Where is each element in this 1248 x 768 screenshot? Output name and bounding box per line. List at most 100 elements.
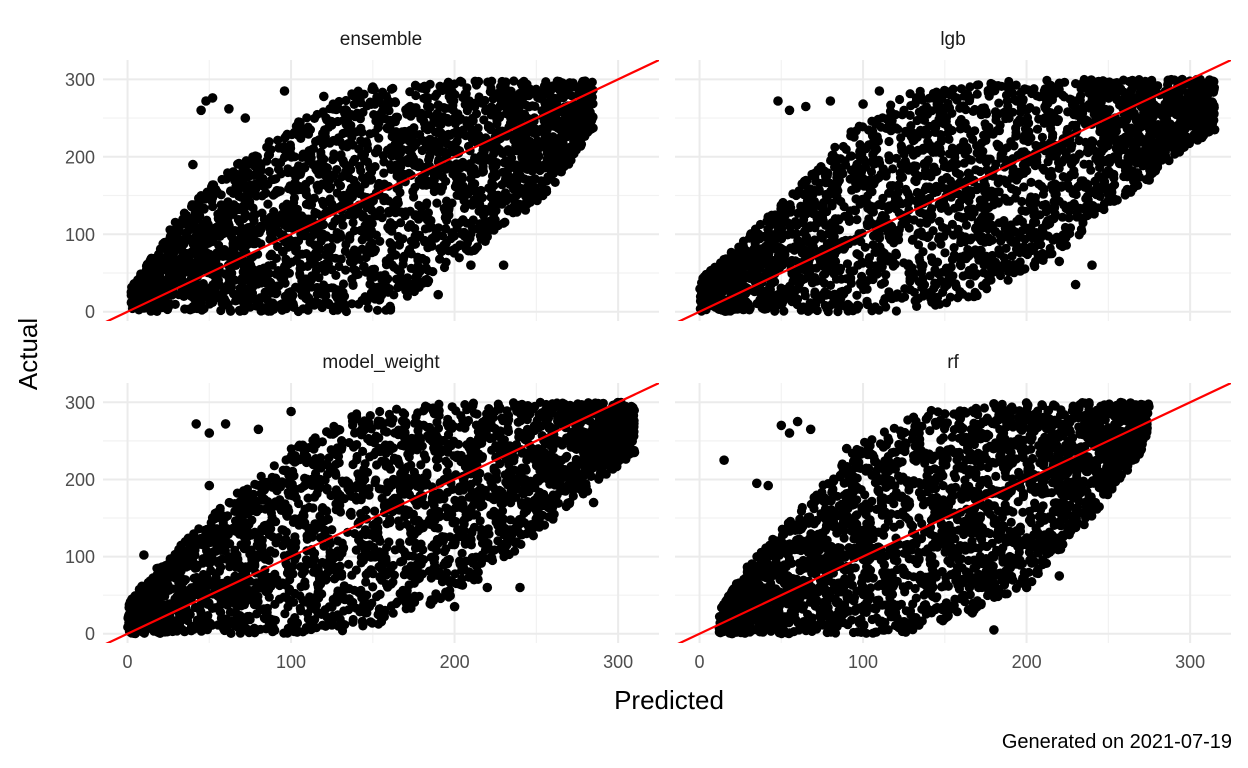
data-point <box>832 169 842 179</box>
data-point <box>1123 166 1133 176</box>
data-point <box>1105 105 1115 115</box>
data-point <box>233 159 243 169</box>
data-point <box>149 272 159 283</box>
data-point <box>403 222 413 232</box>
data-point <box>305 254 316 264</box>
data-point <box>469 245 479 255</box>
data-point <box>392 265 403 275</box>
data-point <box>418 180 428 190</box>
data-point <box>1032 124 1043 134</box>
data-point <box>391 165 401 175</box>
data-point <box>927 241 937 251</box>
data-point <box>399 169 409 179</box>
data-point <box>467 134 477 144</box>
data-point <box>556 167 566 177</box>
data-point <box>940 201 950 211</box>
data-point <box>852 215 862 225</box>
data-point <box>568 132 578 142</box>
data-point <box>859 181 869 191</box>
data-point <box>326 244 336 254</box>
data-point <box>394 239 404 249</box>
outlier-point <box>196 105 206 116</box>
data-point <box>421 255 431 266</box>
data-point <box>230 226 240 236</box>
data-point <box>356 136 366 146</box>
data-point <box>202 215 212 225</box>
data-point <box>271 253 281 263</box>
data-point <box>408 186 418 197</box>
data-point <box>1044 171 1054 181</box>
data-point <box>933 292 943 302</box>
data-point <box>502 171 512 181</box>
data-point <box>1068 188 1078 198</box>
data-point <box>448 100 458 110</box>
data-point <box>903 261 913 271</box>
data-point <box>362 202 372 213</box>
data-point <box>1091 184 1101 194</box>
data-point <box>228 238 238 249</box>
data-point <box>958 139 969 149</box>
data-point <box>904 223 914 233</box>
data-point <box>430 91 440 101</box>
data-point <box>468 116 478 126</box>
data-point <box>325 182 336 192</box>
data-point <box>307 271 317 281</box>
data-point <box>192 284 202 294</box>
data-point <box>999 259 1009 269</box>
data-point <box>352 248 362 258</box>
data-point <box>968 106 978 116</box>
data-point <box>930 300 941 310</box>
data-point <box>179 214 189 224</box>
data-point <box>1083 147 1093 158</box>
data-point <box>1017 102 1027 112</box>
data-point <box>912 148 922 158</box>
data-point <box>339 299 349 309</box>
data-point <box>241 159 251 169</box>
data-point <box>1209 109 1219 119</box>
data-point <box>333 178 343 188</box>
data-point <box>585 78 595 88</box>
data-point <box>400 126 410 137</box>
data-point <box>976 215 986 225</box>
data-point <box>577 128 587 138</box>
data-point <box>229 246 239 256</box>
data-point <box>466 166 476 176</box>
data-point <box>915 198 925 208</box>
data-point <box>338 220 348 230</box>
data-point <box>809 169 819 179</box>
data-point <box>411 90 421 101</box>
data-point <box>318 108 328 118</box>
data-point <box>260 188 270 199</box>
data-point <box>1083 195 1093 205</box>
data-point <box>309 193 319 203</box>
data-point <box>974 80 984 90</box>
data-point <box>871 267 881 277</box>
data-point <box>242 294 252 304</box>
facet-title: ensemble <box>340 29 422 50</box>
data-point <box>390 208 401 218</box>
data-point <box>199 304 209 314</box>
data-point <box>516 94 526 104</box>
data-point <box>442 196 452 206</box>
data-point <box>184 234 194 244</box>
data-point <box>855 140 865 150</box>
data-point <box>248 152 258 162</box>
data-point <box>924 231 934 241</box>
data-point <box>1060 222 1070 233</box>
data-point <box>331 290 341 300</box>
data-point <box>884 287 894 297</box>
data-point <box>881 270 891 280</box>
data-point <box>347 132 357 142</box>
data-point <box>347 299 357 309</box>
data-point <box>248 239 258 249</box>
data-point <box>266 219 276 229</box>
data-point <box>1164 134 1175 144</box>
data-point <box>273 135 283 145</box>
data-point <box>254 274 264 284</box>
data-point <box>881 302 891 312</box>
data-point <box>414 282 424 292</box>
data-point <box>498 98 508 108</box>
data-point <box>1151 121 1161 131</box>
data-point <box>295 213 305 223</box>
data-point <box>450 162 460 172</box>
